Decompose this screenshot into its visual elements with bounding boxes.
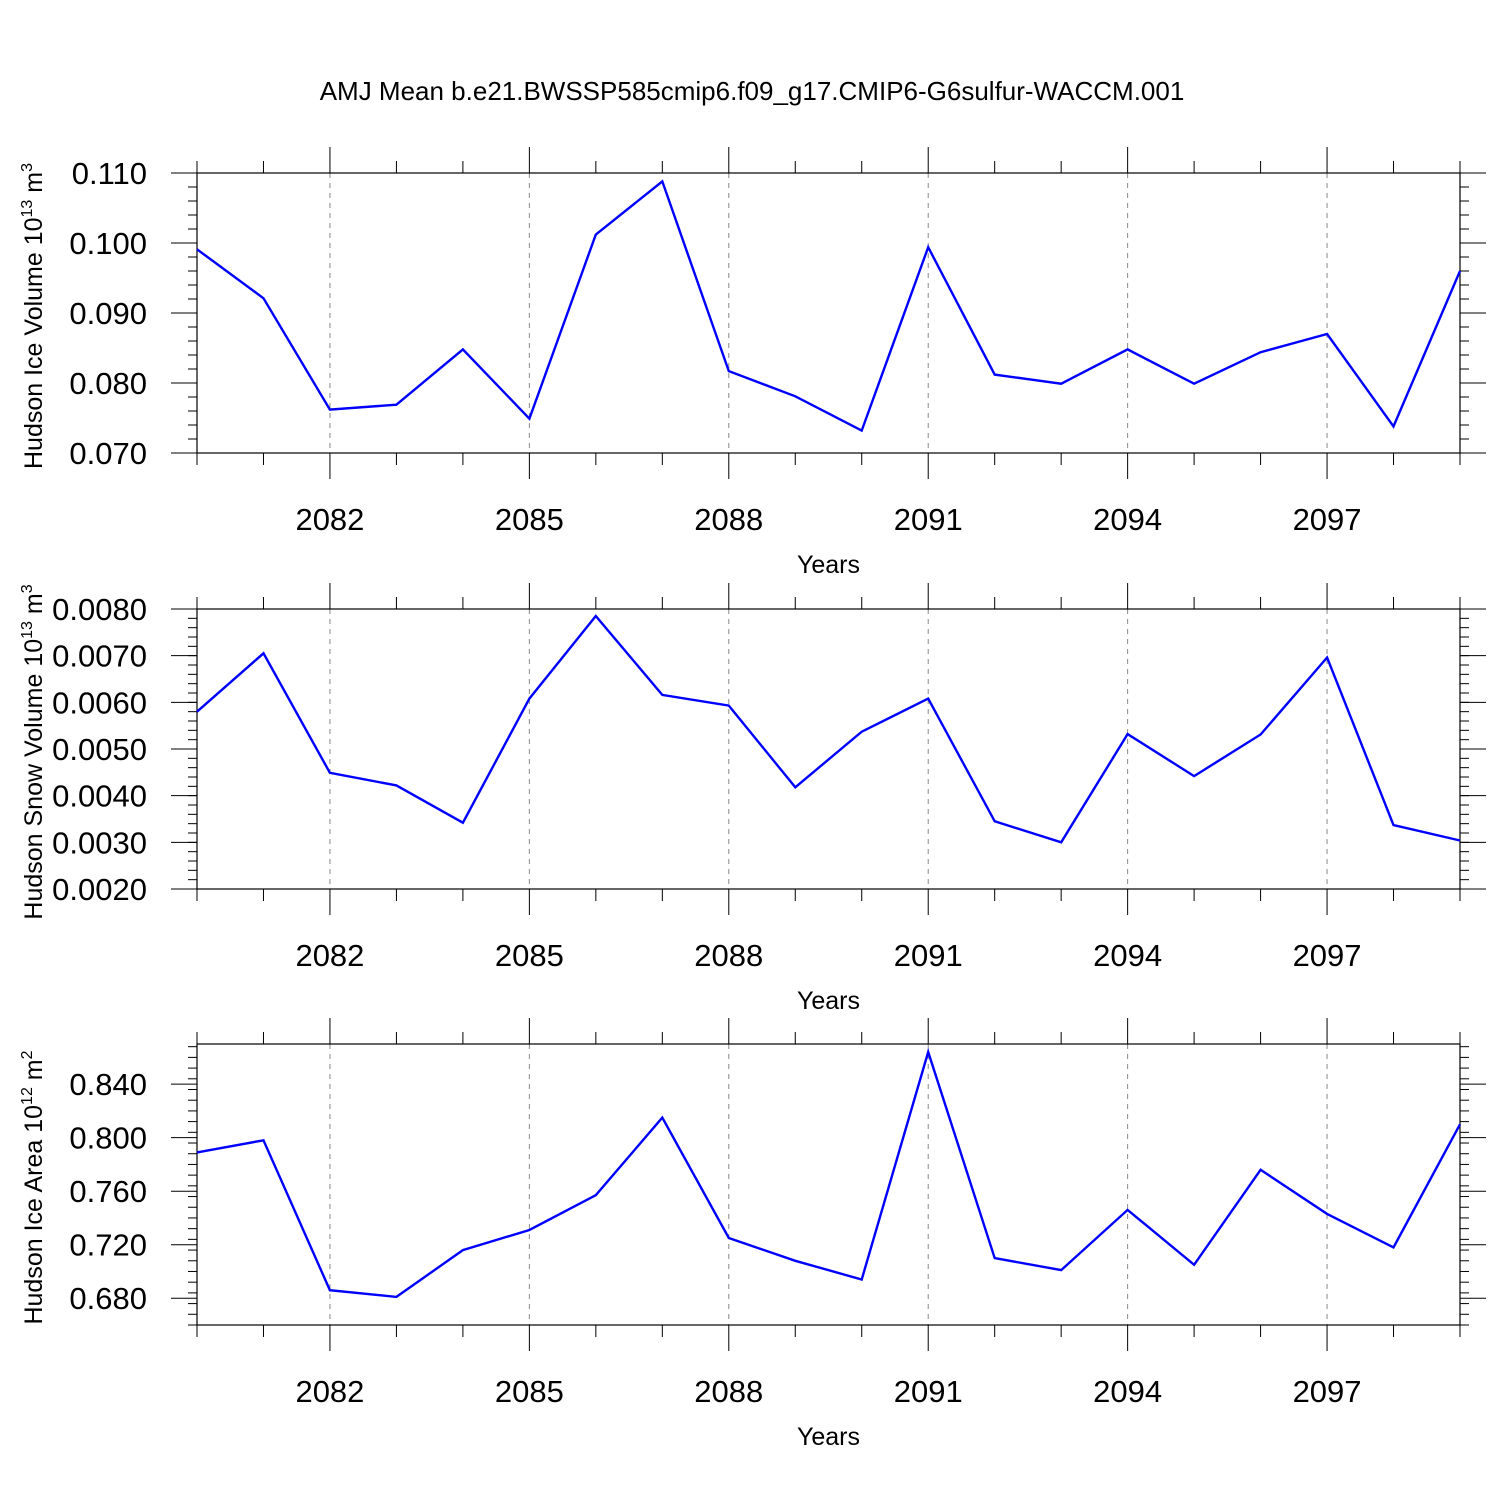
x-tick-label: 2091 [894, 1374, 963, 1409]
x-tick-label: 2094 [1093, 938, 1162, 973]
x-tick-label: 2091 [894, 502, 963, 537]
panel-3: 0.680 0.720 0.760 0.800 0.840 2082 2085 2088 209… [19, 1018, 1486, 1451]
x-tick-label: 2091 [894, 938, 963, 973]
x-tick-label: 2085 [495, 938, 564, 973]
series-line [196, 614, 1461, 844]
x-tick-label: 2082 [295, 502, 364, 537]
x-tick-label: 2094 [1093, 1374, 1162, 1409]
y-axis-title: Hudson Ice Volume 1013 m3 [19, 163, 48, 469]
x-tick-label: 2082 [295, 1374, 364, 1409]
y-tick-label: 0.0030 [52, 825, 147, 860]
panel-2: 0.0020 0.0030 0.0040 0.0050 0.0060 0.0070 0.00… [19, 583, 1486, 1015]
chart-title: AMJ Mean b.e21.BWSSP585cmip6.f09_g17.CMI… [320, 76, 1185, 106]
x-tick-label: 2088 [694, 1374, 763, 1409]
series-line [196, 1047, 1462, 1299]
y-tick-label: 0.800 [69, 1121, 147, 1156]
x-tick-label: 2097 [1293, 1374, 1362, 1409]
plot-frame [196, 172, 1461, 454]
y-tick-label: 0.0050 [52, 732, 147, 767]
y-tick-label: 0.080 [69, 366, 147, 401]
y-tick-label: 0.680 [69, 1281, 147, 1316]
plot-frame [196, 1043, 1461, 1326]
panels: 0.070 0.080 0.090 0.100 0.110 2082 2085 2088 209… [19, 147, 1486, 1451]
x-tick-label: 2085 [495, 1374, 564, 1409]
y-axis-title: Hudson Ice Area 1012 m2 [19, 1050, 48, 1324]
y-axis-title: Hudson Snow Volume 1013 m3 [19, 584, 48, 919]
x-tick-label: 2088 [694, 938, 763, 973]
y-tick-label: 0.0060 [52, 685, 147, 720]
y-tick-label: 0.760 [69, 1174, 147, 1209]
y-tick-label: 0.840 [69, 1067, 147, 1102]
y-tick-label: 0.100 [69, 226, 147, 261]
plot-frame [196, 608, 1461, 890]
y-tick-label: 0.090 [69, 296, 147, 331]
y-tick-label: 0.0080 [52, 592, 147, 627]
x-tick-label: 2097 [1293, 938, 1362, 973]
series-line [196, 179, 1462, 433]
y-tick-label: 0.0070 [52, 639, 147, 674]
x-axis-title: Years [797, 551, 860, 579]
x-axis-title: Years [797, 1423, 860, 1451]
x-axis-title: Years [797, 987, 860, 1015]
y-tick-label: 0.0040 [52, 779, 147, 814]
y-tick-label: 0.070 [69, 436, 147, 471]
x-tick-label: 2097 [1293, 502, 1362, 537]
x-tick-label: 2088 [694, 502, 763, 537]
x-tick-label: 2094 [1093, 502, 1162, 537]
x-tick-label: 2082 [295, 938, 364, 973]
y-tick-label: 0.0020 [52, 872, 147, 907]
x-tick-label: 2085 [495, 502, 564, 537]
y-tick-label: 0.110 [72, 156, 147, 191]
y-tick-label: 0.720 [69, 1228, 147, 1263]
panel-1: 0.070 0.080 0.090 0.100 0.110 2082 2085 2088 209… [19, 147, 1486, 579]
